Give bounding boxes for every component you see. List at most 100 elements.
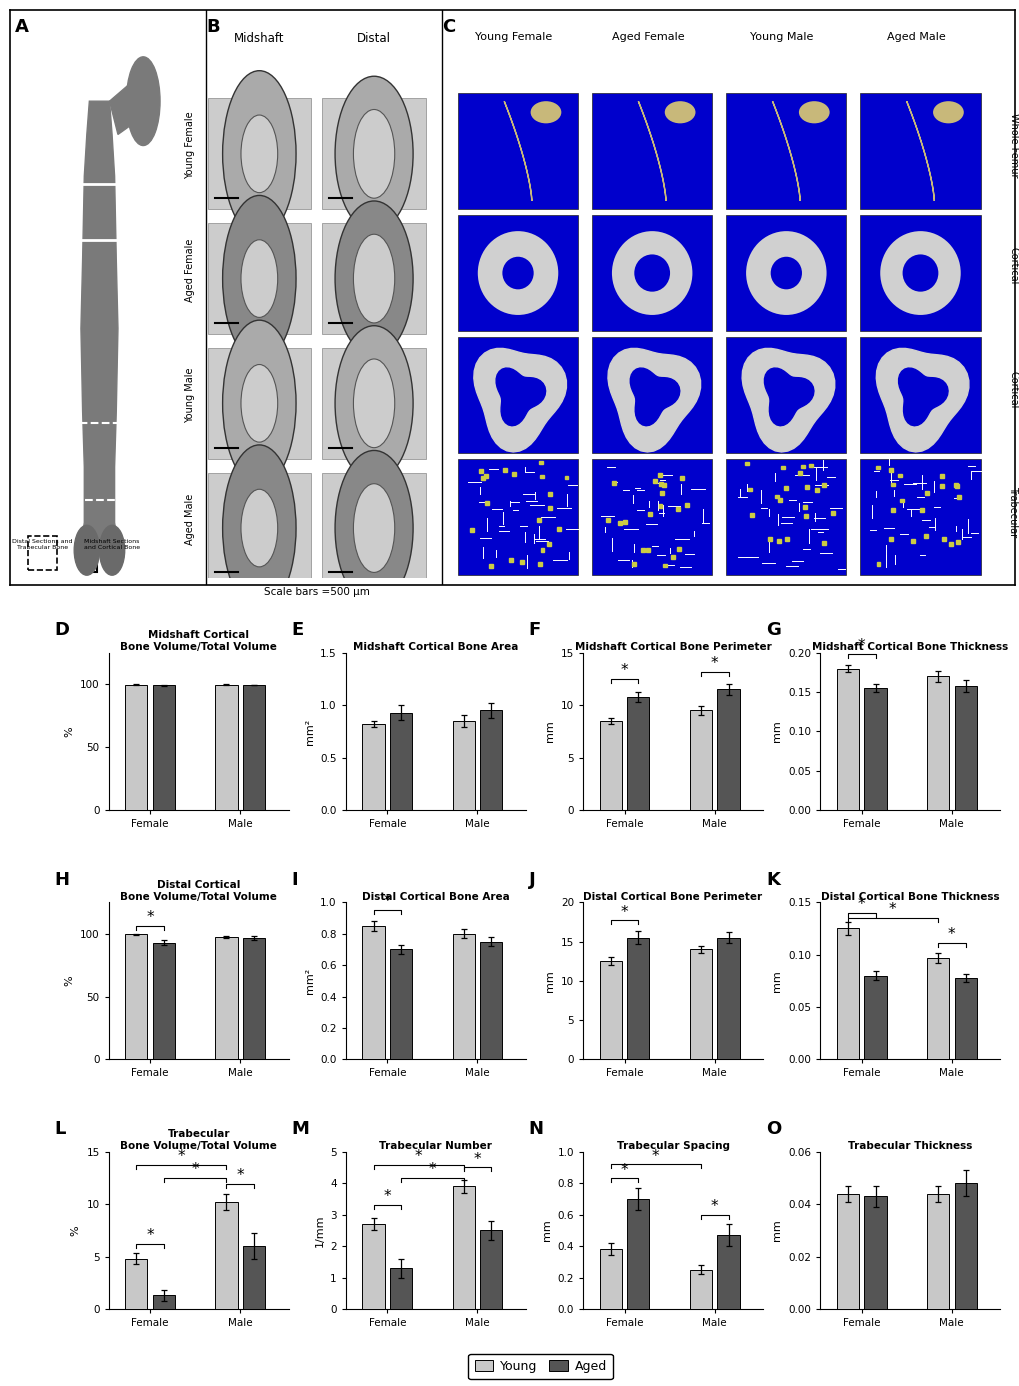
Bar (591, 215, 711, 331)
Y-axis label: 1/mm: 1/mm (314, 1214, 324, 1246)
Text: *: * (857, 897, 865, 912)
Ellipse shape (74, 525, 99, 575)
Text: Aged Male: Aged Male (184, 495, 195, 545)
Bar (125, 685, 148, 809)
Bar (785, 536, 788, 541)
Bar (502, 468, 506, 471)
Ellipse shape (99, 525, 124, 575)
Bar (591, 337, 711, 453)
Bar (685, 503, 689, 506)
Bar (942, 536, 946, 541)
Bar (470, 528, 474, 532)
Legend: Young, Aged: Young, Aged (468, 1354, 612, 1379)
Polygon shape (503, 101, 531, 201)
Text: Aged Male: Aged Male (887, 32, 945, 42)
Bar (458, 459, 578, 575)
Text: I: I (291, 870, 298, 888)
Y-axis label: mm: mm (771, 1220, 782, 1242)
Y-axis label: mm: mm (544, 970, 554, 992)
Bar (591, 93, 711, 209)
Bar (322, 348, 425, 459)
Bar (78, 184, 120, 240)
Title: Distal Cortical Bone Perimeter: Distal Cortical Bone Perimeter (583, 891, 762, 901)
Bar (362, 1224, 384, 1308)
Ellipse shape (354, 484, 394, 572)
Text: Midshaft
Cortical: Midshaft Cortical (1008, 247, 1019, 288)
Text: Young Male: Young Male (750, 32, 813, 42)
Y-axis label: %: % (70, 1225, 81, 1236)
Ellipse shape (126, 57, 160, 146)
Bar (452, 721, 474, 809)
Bar (243, 685, 265, 809)
Text: G: G (765, 621, 781, 639)
Bar (508, 559, 513, 563)
Bar (860, 215, 979, 331)
Title: Trabecular Number: Trabecular Number (379, 1141, 492, 1150)
Ellipse shape (664, 101, 695, 123)
Bar (627, 938, 649, 1059)
Bar (954, 484, 958, 488)
Bar (784, 485, 787, 489)
Bar (539, 474, 543, 478)
Text: N: N (528, 1120, 543, 1138)
Bar (647, 511, 651, 516)
Polygon shape (638, 101, 665, 201)
Bar (479, 468, 482, 473)
Bar (948, 542, 952, 546)
Text: O: O (765, 1120, 781, 1138)
Text: Young Female: Young Female (184, 112, 195, 179)
Bar (520, 560, 524, 564)
Polygon shape (742, 348, 834, 452)
Bar (362, 926, 384, 1059)
Bar (215, 685, 237, 809)
Bar (658, 503, 661, 507)
Text: Distal
Cortical: Distal Cortical (1008, 371, 1019, 407)
Bar (547, 506, 551, 510)
Bar (860, 93, 979, 209)
Bar (716, 938, 739, 1059)
Y-axis label: mm: mm (771, 970, 782, 992)
Bar (362, 723, 384, 809)
Bar (153, 942, 175, 1059)
Title: Trabecular Spacing: Trabecular Spacing (615, 1141, 729, 1150)
Title: Midshaft Cortical Bone Thickness: Midshaft Cortical Bone Thickness (811, 642, 1008, 651)
Bar (671, 554, 675, 559)
Bar (890, 482, 894, 486)
Text: M: M (291, 1120, 310, 1138)
Text: C: C (442, 18, 455, 36)
Text: H: H (54, 870, 69, 888)
Bar (924, 491, 928, 495)
Ellipse shape (354, 109, 394, 198)
Bar (87, 534, 97, 572)
Bar (243, 1246, 265, 1308)
Ellipse shape (634, 255, 669, 291)
Bar (627, 697, 649, 809)
Polygon shape (906, 101, 933, 201)
Text: *: * (621, 664, 628, 678)
Bar (659, 491, 663, 495)
Polygon shape (771, 101, 799, 201)
Bar (605, 518, 609, 523)
Bar (836, 668, 858, 809)
Title: Trabecular Thickness: Trabecular Thickness (847, 1141, 971, 1150)
Bar (546, 542, 550, 546)
Ellipse shape (240, 489, 277, 567)
Polygon shape (607, 348, 700, 452)
Bar (599, 721, 622, 809)
Ellipse shape (335, 450, 413, 606)
Text: L: L (54, 1120, 66, 1138)
Bar (618, 521, 622, 524)
Ellipse shape (770, 256, 801, 290)
Title: Midshaft Cortical Bone Perimeter: Midshaft Cortical Bone Perimeter (574, 642, 770, 651)
Bar (953, 482, 957, 486)
Bar (919, 507, 923, 511)
Bar (836, 1193, 858, 1308)
Text: Midshaft Sections
and Cortical Bone: Midshaft Sections and Cortical Bone (84, 539, 140, 550)
Bar (676, 507, 680, 511)
Bar (458, 337, 578, 453)
Bar (890, 507, 894, 511)
Bar (657, 474, 661, 477)
Bar (680, 477, 683, 481)
Bar (689, 1270, 711, 1308)
Text: *: * (428, 1161, 436, 1177)
